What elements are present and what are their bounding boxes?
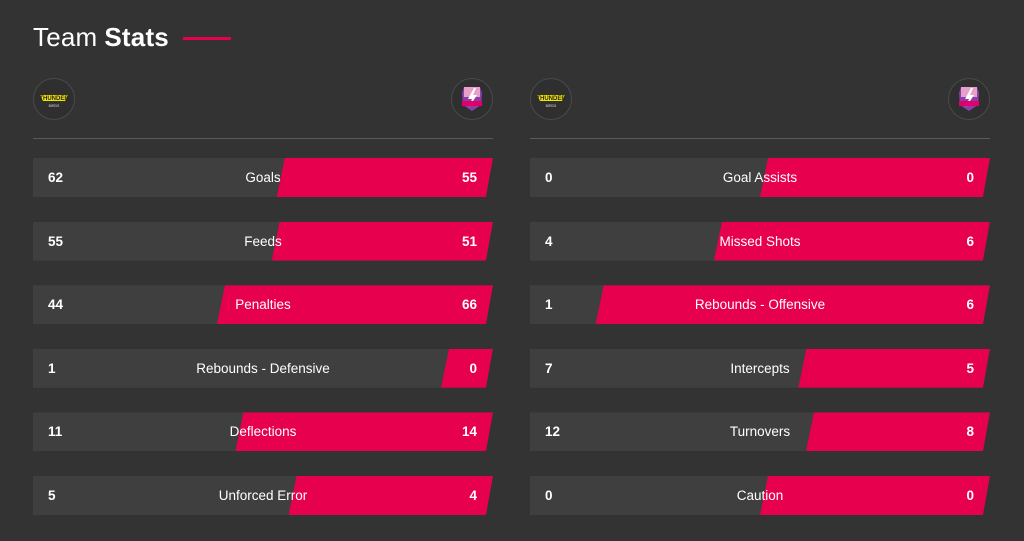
stat-row-rebounds-offensive: 1 Rebounds - Offensive 6 xyxy=(530,285,990,324)
away-stat-value: 55 xyxy=(461,170,477,185)
stat-bar-track xyxy=(530,285,990,324)
stat-label: Goals xyxy=(245,170,281,185)
stat-label: Penalties xyxy=(235,297,291,313)
away-stat-bar xyxy=(272,222,493,261)
away-stat-value: 0 xyxy=(469,360,477,376)
stat-label: Turnovers xyxy=(729,424,791,440)
page-title: Team Stats xyxy=(33,20,231,54)
away-stat-value: 0 xyxy=(966,487,974,503)
stat-row-penalties: 44 Penalties 66 xyxy=(33,285,493,324)
home-stat-value: 11 xyxy=(48,424,63,440)
divider xyxy=(530,138,990,139)
stats-panel-right: THUNDER BIRDS 0 Goal Assists 0 4 Missed Shot… xyxy=(530,78,990,540)
svg-text:BIRDS: BIRDS xyxy=(49,104,60,108)
home-stat-value: 62 xyxy=(48,170,64,185)
stat-bar-track xyxy=(530,222,990,261)
stats-list-left: 62 Goals 55 55 Feeds 51 44 Penalties 66 1 Rebounds… xyxy=(33,158,493,515)
away-stat-bar xyxy=(289,476,493,515)
stat-bar-track xyxy=(530,158,990,197)
away-stat-bar xyxy=(806,412,990,451)
home-stat-value: 44 xyxy=(48,297,64,313)
stat-row-turnovers: 12 Turnovers 8 xyxy=(530,412,990,451)
svg-text:THUNDER: THUNDER xyxy=(536,96,566,102)
away-stat-value: 6 xyxy=(966,233,974,249)
stat-bar-track xyxy=(33,412,493,451)
stat-row-missed-shots: 4 Missed Shots 6 xyxy=(530,222,990,261)
away-stat-value: 8 xyxy=(966,424,974,440)
thunderbirds-logo-icon: THUNDER BIRDS xyxy=(530,78,572,120)
title-accent-line xyxy=(182,36,231,40)
stat-bar-track xyxy=(33,476,493,515)
stat-bar-track xyxy=(33,222,493,261)
stat-label: Caution xyxy=(736,487,784,503)
stat-label: Rebounds - Defensive xyxy=(196,360,330,376)
away-stat-bar xyxy=(798,349,990,388)
away-stat-bar xyxy=(235,412,493,451)
svg-text:BIRDS: BIRDS xyxy=(546,104,557,108)
home-stat-value: 0 xyxy=(545,170,553,185)
stat-label: Deflections xyxy=(229,424,297,440)
stats-panel-left: THUNDER BIRDS 62 Goals 55 55 Feeds 51 44 Penalt… xyxy=(33,78,493,540)
home-stat-value: 0 xyxy=(545,487,553,503)
stat-row-goal-assists: 0 Goal Assists 0 xyxy=(530,158,990,197)
away-stat-value: 6 xyxy=(966,297,974,313)
away-stat-bar xyxy=(596,285,990,324)
stat-label: Unforced Error xyxy=(218,487,308,503)
away-stat-bar xyxy=(760,476,990,515)
home-stat-value: 7 xyxy=(545,360,553,376)
stat-row-deflections: 11 Deflections 14 xyxy=(33,412,493,451)
home-stat-value: 12 xyxy=(545,424,561,440)
away-stat-value: 0 xyxy=(966,170,974,185)
divider xyxy=(33,138,493,139)
title-bold: Stats xyxy=(104,22,169,52)
away-stat-bar xyxy=(217,285,493,324)
away-stat-bar xyxy=(441,349,493,388)
svg-text:THUNDER: THUNDER xyxy=(39,96,69,102)
stat-row-feeds: 55 Feeds 51 xyxy=(33,222,493,261)
lightning-logo-icon xyxy=(948,78,990,120)
stat-bar-track xyxy=(33,349,493,388)
away-stat-value: 5 xyxy=(966,360,974,376)
stat-label: Goal Assists xyxy=(722,170,798,185)
away-stat-value: 4 xyxy=(469,487,477,503)
stats-list-right: 0 Goal Assists 0 4 Missed Shots 6 1 Rebounds - … xyxy=(530,158,990,515)
stat-row-unforced-error: 5 Unforced Error 4 xyxy=(33,476,493,515)
home-stat-value: 4 xyxy=(545,233,553,249)
stat-label: Missed Shots xyxy=(719,233,801,249)
stat-bar-track xyxy=(33,158,493,197)
stat-bar-track xyxy=(530,349,990,388)
stat-bar-track xyxy=(530,476,990,515)
home-stat-value: 1 xyxy=(48,360,56,376)
away-stat-bar xyxy=(277,158,493,197)
stat-label: Rebounds - Offensive xyxy=(694,297,826,313)
stat-row-caution: 0 Caution 0 xyxy=(530,476,990,515)
away-stat-value: 66 xyxy=(461,297,477,313)
stat-row-intercepts: 7 Intercepts 5 xyxy=(530,349,990,388)
stat-row-goals: 62 Goals 55 xyxy=(33,158,493,197)
lightning-logo-icon xyxy=(451,78,493,120)
stat-bar-track xyxy=(530,412,990,451)
home-stat-value: 55 xyxy=(48,233,64,249)
stat-bar-track xyxy=(33,285,493,324)
away-stat-bar xyxy=(760,158,990,197)
home-stat-value: 1 xyxy=(545,297,553,313)
thunderbirds-logo-icon: THUNDER BIRDS xyxy=(33,78,75,120)
team-logos: THUNDER BIRDS xyxy=(33,78,493,120)
away-stat-bar xyxy=(714,222,990,261)
team-logos: THUNDER BIRDS xyxy=(530,78,990,120)
stat-label: Intercepts xyxy=(730,360,790,376)
away-stat-value: 14 xyxy=(461,424,477,440)
title-light: Team xyxy=(33,22,98,52)
stat-label: Feeds xyxy=(244,233,282,249)
home-stat-value: 5 xyxy=(48,487,56,503)
away-stat-value: 51 xyxy=(461,233,477,249)
stat-row-rebounds-defensive: 1 Rebounds - Defensive 0 xyxy=(33,349,493,388)
